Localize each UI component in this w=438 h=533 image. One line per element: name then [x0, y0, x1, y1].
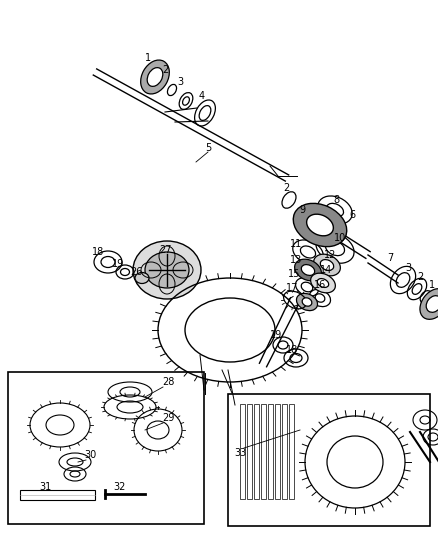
Ellipse shape [145, 252, 189, 288]
Text: 5: 5 [205, 143, 211, 153]
Text: 13: 13 [290, 255, 302, 265]
Ellipse shape [147, 68, 163, 86]
Text: 12: 12 [324, 250, 336, 260]
Text: 27: 27 [159, 245, 171, 255]
Text: 16: 16 [314, 280, 326, 290]
Text: 1: 1 [429, 280, 435, 290]
Ellipse shape [420, 289, 438, 319]
Text: 33: 33 [234, 448, 246, 458]
Bar [8, 372, 204, 524]
Bar [275, 404, 280, 499]
Ellipse shape [293, 204, 347, 247]
Text: 10: 10 [334, 233, 346, 243]
Ellipse shape [297, 293, 318, 311]
Text: 11: 11 [290, 239, 302, 249]
Bar [268, 404, 273, 499]
Ellipse shape [301, 264, 314, 276]
Ellipse shape [302, 298, 312, 306]
Text: 18: 18 [92, 247, 104, 257]
Text: 19: 19 [270, 330, 282, 340]
Text: 3: 3 [405, 263, 411, 273]
Ellipse shape [320, 260, 334, 270]
Ellipse shape [133, 241, 201, 299]
Text: 28: 28 [162, 377, 174, 387]
Text: 17: 17 [286, 283, 298, 293]
Text: 3: 3 [177, 77, 183, 87]
Text: 9: 9 [299, 205, 305, 215]
Text: 7: 7 [387, 253, 393, 263]
Ellipse shape [426, 296, 438, 312]
Text: 19: 19 [112, 259, 124, 269]
Text: 15: 15 [288, 269, 300, 279]
Text: 26: 26 [130, 267, 142, 277]
Bar [261, 404, 266, 499]
Text: 18: 18 [286, 345, 298, 355]
Bar [240, 404, 245, 499]
Ellipse shape [314, 254, 340, 276]
Ellipse shape [295, 259, 321, 281]
Text: 1: 1 [145, 53, 151, 63]
Bar [254, 404, 259, 499]
Text: 31: 31 [39, 482, 51, 492]
Text: 6: 6 [349, 210, 355, 220]
Text: 2: 2 [162, 65, 168, 75]
Text: 30: 30 [84, 450, 96, 460]
Text: 2: 2 [417, 272, 423, 282]
Text: 32: 32 [114, 482, 126, 492]
Text: 4: 4 [199, 91, 205, 101]
Text: 8: 8 [333, 195, 339, 205]
Ellipse shape [307, 214, 333, 236]
Ellipse shape [135, 272, 149, 284]
Ellipse shape [141, 60, 170, 94]
Ellipse shape [311, 273, 336, 293]
Bar [20, 490, 95, 500]
Text: 2: 2 [283, 183, 289, 193]
Text: 14: 14 [320, 265, 332, 275]
Bar [289, 404, 294, 499]
Bar [228, 394, 430, 526]
Bar [282, 404, 287, 499]
Bar [247, 404, 252, 499]
Text: 29: 29 [162, 413, 174, 423]
Ellipse shape [317, 279, 328, 287]
